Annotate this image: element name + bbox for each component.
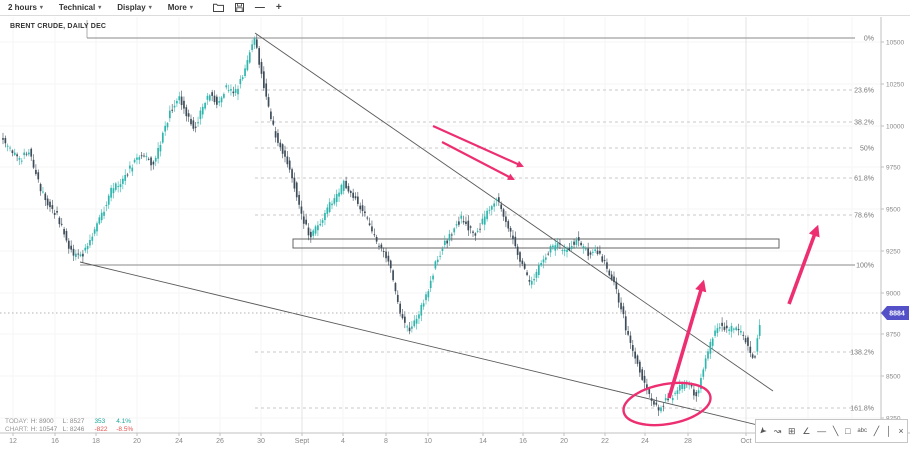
- descending-support-line: [79, 261, 771, 429]
- time-tick-label: 24: [175, 438, 183, 445]
- ray-tool-icon[interactable]: ╱: [873, 426, 880, 436]
- more-label: More: [167, 3, 187, 12]
- fib-level-label: 61.8%: [854, 176, 874, 183]
- drawing-toolbar: ➤ ↝ ⊞ ∠ — ╲ □ abc ╱ │ ×: [755, 419, 908, 443]
- chart-stats-row: CHART: H: 10547 L: 8246 -822 -8.5%: [5, 426, 136, 434]
- fib-level-label: 161.8%: [850, 406, 874, 413]
- chevron-down-icon: ▾: [98, 5, 102, 11]
- reversal-arrow: [667, 279, 707, 399]
- chevron-down-icon: ▾: [39, 5, 43, 11]
- display-menu[interactable]: Display ▾: [117, 3, 151, 12]
- timeframe-dropdown[interactable]: 2 hours ▾: [8, 3, 43, 12]
- time-tick-label: 16: [51, 438, 59, 445]
- chart-change: -822: [94, 426, 108, 433]
- open-folder-icon[interactable]: [212, 0, 224, 17]
- today-stats-row: TODAY: H: 8900 L: 8527 353 4.1%: [5, 418, 136, 426]
- time-tick-label: 20: [560, 438, 568, 445]
- time-tick-label: Sept: [295, 438, 309, 445]
- current-price-badge: [881, 306, 909, 320]
- price-tick-label: 9000: [886, 291, 901, 298]
- toolbar-separator: │: [885, 426, 892, 436]
- time-tick-label: 28: [684, 438, 692, 445]
- chart-label: CHART:: [5, 426, 29, 433]
- price-tick-label: 8750: [886, 332, 901, 339]
- zoom-out-button[interactable]: —: [254, 1, 265, 13]
- price-tick-label: 9750: [886, 165, 901, 172]
- current-price-value: 8884: [889, 311, 905, 318]
- time-tick-label: 14: [479, 438, 487, 445]
- momentum-arrow-1: [432, 124, 524, 168]
- top-toolbar: 2 hours ▾ Technical ▾ Display ▾ More ▾ —…: [0, 0, 910, 16]
- price-tick-label: 10250: [886, 82, 904, 89]
- today-low: L: 8527: [62, 418, 85, 425]
- price-tick-label: 10000: [886, 124, 904, 131]
- time-tick-label: 30: [257, 438, 265, 445]
- fib-level-label: 78.6%: [854, 213, 874, 220]
- time-tick-label: 18: [92, 438, 100, 445]
- time-tick-label: 12: [9, 438, 17, 445]
- text-tool-icon[interactable]: abc: [857, 428, 867, 434]
- timeframe-label: 2 hours: [8, 3, 37, 12]
- more-menu[interactable]: More ▾: [168, 3, 193, 12]
- instrument-title: BRENT CRUDE, DAILY DEC: [10, 23, 107, 30]
- fib-level-label: 38.2%: [854, 120, 874, 127]
- zoom-in-button[interactable]: +: [275, 1, 282, 13]
- descending-resistance-line: [254, 32, 774, 392]
- price-tick-label: 8500: [886, 374, 901, 381]
- display-label: Display: [117, 3, 146, 12]
- save-icon[interactable]: [234, 0, 244, 17]
- time-tick-label: Oct: [741, 438, 752, 445]
- time-tick-label: 26: [216, 438, 224, 445]
- today-change: 353: [94, 418, 106, 425]
- price-tick-label: 9500: [886, 207, 901, 214]
- trend-angle-tool-icon[interactable]: ∠: [802, 426, 811, 436]
- delete-tool-icon[interactable]: ×: [898, 426, 904, 436]
- time-tick-label: 22: [601, 438, 609, 445]
- time-tick-label: 24: [641, 438, 649, 445]
- fib-grid-tool-icon[interactable]: ⊞: [788, 426, 796, 436]
- today-label: TODAY:: [5, 418, 29, 425]
- price-tick-label: 9250: [886, 249, 901, 256]
- fib-level-label: 138.2%: [850, 350, 874, 357]
- momentum-arrow-2: [441, 141, 515, 180]
- chevron-down-icon: ▾: [189, 5, 193, 11]
- horizontal-line-tool-icon[interactable]: —: [817, 426, 827, 436]
- technical-menu[interactable]: Technical ▾: [59, 3, 101, 12]
- elbow-arrow-tool-icon[interactable]: ↝: [773, 426, 782, 436]
- chevron-down-icon: ▾: [148, 5, 152, 11]
- projection-arrow: [787, 224, 820, 305]
- chart-change-pct: -8.5%: [116, 426, 134, 433]
- resistance-zone-box: [292, 238, 780, 249]
- chart-low: L: 8246: [62, 426, 85, 433]
- fib-level-label: 100%: [856, 263, 874, 270]
- today-high: H: 8900: [30, 418, 54, 425]
- technical-label: Technical: [58, 3, 96, 12]
- time-tick-label: 10: [424, 438, 432, 445]
- cursor-tool-icon[interactable]: ➤: [756, 424, 770, 438]
- today-change-pct: 4.1%: [116, 418, 132, 425]
- fib-level-label: 0%: [864, 36, 874, 43]
- candlestick-series: [2, 34, 761, 417]
- rectangle-tool-icon[interactable]: □: [845, 426, 851, 436]
- price-tick-label: 10500: [886, 40, 904, 47]
- trend-line-tool-icon[interactable]: ╲: [832, 426, 839, 436]
- session-stats-panel: TODAY: H: 8900 L: 8527 353 4.1% CHART: H…: [5, 418, 136, 434]
- time-tick-label: 8: [384, 438, 388, 445]
- time-tick-label: 20: [133, 438, 141, 445]
- fib-level-label: 23.6%: [854, 88, 874, 95]
- lows-highlight-ellipse: [622, 381, 712, 427]
- fib-level-label: 50%: [860, 146, 874, 153]
- chart-high: H: 10547: [30, 426, 58, 433]
- time-tick-label: 4: [341, 438, 345, 445]
- time-tick-label: 16: [519, 438, 527, 445]
